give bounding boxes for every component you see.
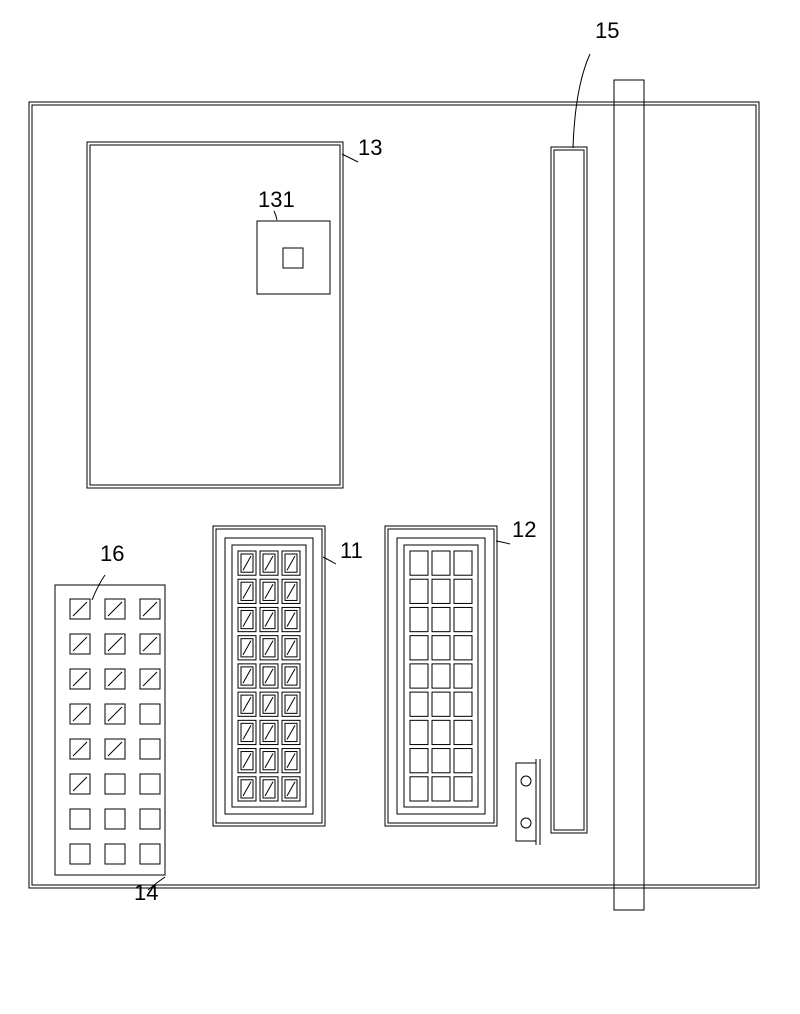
svg-text:16: 16: [100, 541, 124, 566]
svg-text:12: 12: [512, 517, 536, 542]
svg-text:11: 11: [340, 538, 363, 563]
svg-text:15: 15: [595, 18, 619, 43]
svg-text:14: 14: [134, 880, 158, 905]
svg-text:13: 13: [358, 135, 382, 160]
svg-text:131: 131: [258, 187, 295, 212]
